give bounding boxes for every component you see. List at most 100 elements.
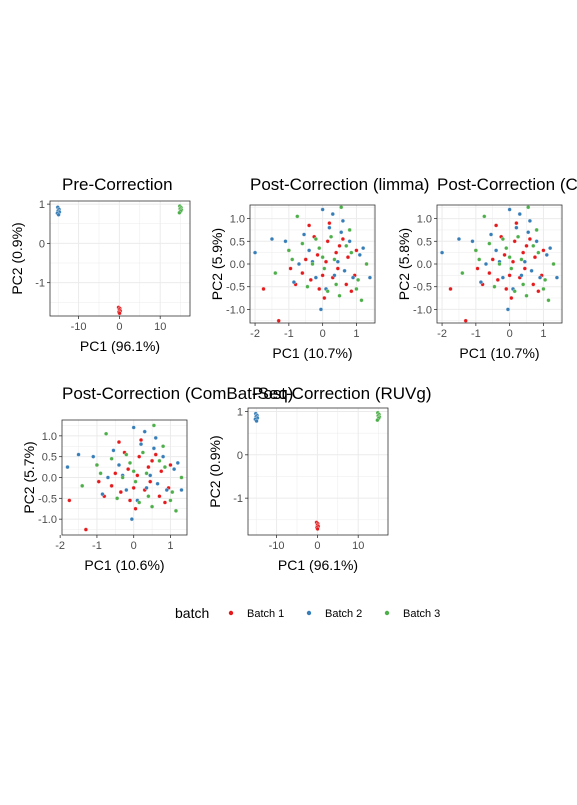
data-point-batch-3: [94, 462, 99, 468]
data-point-batch-3: [337, 293, 342, 298]
data-point-batch-1: [153, 452, 158, 457]
data-point-batch-2: [507, 207, 512, 212]
data-point-batch-1: [532, 255, 538, 260]
data-point-batch-3: [157, 458, 162, 463]
chart-title: Post-Correction (limma): [250, 175, 429, 194]
data-point-batch-2: [313, 275, 318, 280]
data-point-batch-1: [521, 250, 526, 255]
data-point-batch-2: [100, 492, 105, 497]
data-point-batch-3: [146, 494, 151, 499]
data-point-batch-2: [65, 465, 70, 470]
data-point-batch-3: [295, 214, 300, 219]
data-point-batch-2: [478, 280, 483, 285]
data-point-batch-1: [126, 467, 131, 472]
data-point-batch-2: [529, 268, 534, 273]
data-point-batch-2: [307, 248, 312, 253]
data-point-batch-1: [345, 255, 351, 260]
data-point-batch-2: [105, 475, 111, 480]
y-tick-label: 1.0: [417, 214, 432, 226]
data-point-batch-1: [327, 221, 332, 226]
data-point-batch-3: [516, 234, 521, 239]
data-point-batch-2: [470, 239, 475, 244]
data-point-batch-2: [440, 250, 445, 255]
data-point-batch-3: [104, 431, 109, 436]
data-point-batch-1: [531, 282, 536, 287]
data-point-batch-1: [322, 295, 327, 301]
data-point-batch-1: [335, 266, 340, 271]
data-point-batch-1: [127, 498, 133, 503]
plot-area: [50, 201, 190, 316]
data-point-batch-3: [504, 246, 509, 251]
legend-key-batch-3: [384, 610, 390, 616]
data-point-batch-3: [477, 257, 482, 262]
legend-label: Batch 2: [325, 608, 362, 620]
data-point-batch-1: [344, 282, 349, 287]
data-point-batch-3: [322, 266, 327, 271]
x-tick-label: 0: [131, 540, 137, 552]
data-point-batch-1: [349, 289, 354, 294]
y-tick-label: 1: [237, 406, 243, 418]
y-tick-label: -0.5: [413, 282, 432, 294]
plot-area: [248, 408, 388, 535]
x-tick-label: 1: [167, 540, 173, 552]
y-tick-label: 0.5: [417, 236, 432, 248]
data-point-batch-3: [290, 257, 295, 262]
data-point-batch-1: [507, 273, 512, 278]
x-axis-label: PC1 (10.6%): [84, 557, 164, 573]
data-point-batch-2: [483, 261, 489, 267]
y-tick-label: -1.0: [38, 514, 57, 526]
data-point-batch-3: [344, 243, 349, 248]
data-point-batch-3: [179, 475, 184, 480]
data-point-batch-1: [157, 494, 162, 499]
data-point-batch-3: [487, 241, 492, 246]
y-axis-label: PC2 (5.8%): [396, 228, 412, 300]
data-point-batch-2: [339, 230, 344, 235]
y-tick-label: -0.5: [38, 493, 57, 505]
data-point-batch-3: [536, 250, 541, 255]
data-point-batch-1: [541, 248, 546, 253]
data-point-batch-2: [514, 225, 519, 230]
data-point-batch-3: [531, 243, 536, 248]
data-point-batch-2: [357, 252, 362, 257]
legend-item-1: Batch 1: [228, 608, 284, 620]
x-axis-label: PC1 (96.1%): [80, 338, 160, 354]
data-point-batch-2: [342, 268, 347, 273]
data-point-batch-2: [291, 280, 296, 285]
data-point-batch-2: [522, 259, 527, 264]
data-point-batch-2: [367, 275, 372, 280]
data-point-batch-1: [527, 236, 532, 242]
data-point-batch-3: [482, 214, 487, 219]
data-point-batch-1: [502, 252, 507, 257]
data-point-batch-1: [475, 266, 480, 271]
y-tick-label: -1: [35, 278, 45, 290]
panel-border: [247, 407, 389, 536]
data-point-batch-1: [512, 239, 517, 244]
data-point-batch-2: [489, 232, 494, 237]
data-point-batch-3: [347, 227, 352, 233]
data-point-batch-3: [317, 246, 322, 251]
data-point-batch-1: [131, 485, 136, 490]
data-point-batch-3: [273, 271, 278, 276]
data-point-batch-2: [534, 239, 539, 244]
legend-item-3: Batch 3: [384, 608, 440, 620]
data-point-batch-2: [124, 487, 129, 493]
data-point-batch-3: [364, 261, 369, 267]
data-point-batch-3: [131, 469, 136, 474]
data-point-batch-3: [313, 236, 318, 242]
data-point-batch-2: [142, 429, 147, 434]
data-point-batch-3: [286, 248, 291, 253]
data-point-batch-3: [512, 289, 517, 294]
y-tick-label: 0: [39, 238, 45, 250]
x-tick-label: 10: [352, 540, 364, 552]
data-point-batch-3: [492, 284, 497, 289]
data-point-batch-1: [117, 311, 122, 316]
y-tick-label: -1.0: [226, 304, 245, 316]
data-point-batch-1: [109, 483, 114, 488]
data-point-batch-2: [361, 246, 366, 251]
x-tick-label: -10: [71, 321, 87, 333]
data-point-batch-3: [334, 282, 339, 287]
y-tick-label: 1.0: [230, 214, 245, 226]
data-point-batch-1: [487, 271, 492, 276]
legend-key-batch-1: [228, 610, 234, 616]
chart-panel-2: -2 -1 0 1 -1.0 -0.5 0.0 0.5 1.0 Post-Correction (…: [209, 175, 429, 361]
